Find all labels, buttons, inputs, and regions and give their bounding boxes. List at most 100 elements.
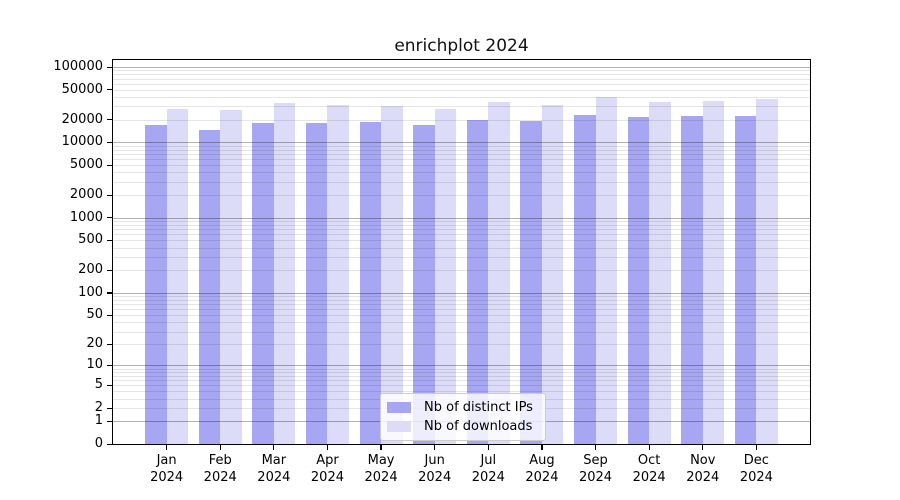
y-gridline-minor	[113, 391, 810, 393]
y-gridline-minor	[113, 229, 810, 231]
y-tick-label: 500	[78, 232, 103, 248]
y-gridline-minor	[113, 300, 810, 302]
plot-area	[112, 59, 811, 445]
y-gridline-minor	[113, 240, 810, 242]
y-tick	[107, 269, 112, 272]
legend-label-distinct-ips: Nb of distinct IPs	[424, 400, 533, 415]
bar-distinct-ips	[734, 116, 757, 444]
y-gridline-minor	[113, 385, 810, 387]
bar-distinct-ips	[198, 129, 221, 444]
x-tick-label: Feb 2024	[203, 453, 237, 485]
y-gridline-minor	[113, 304, 810, 306]
x-tick	[219, 445, 221, 450]
y-gridline-minor	[113, 78, 810, 80]
y-tick	[107, 384, 112, 387]
y-gridline-minor	[113, 181, 810, 183]
y-tick	[107, 407, 112, 409]
x-tick	[648, 445, 650, 450]
y-gridline-minor	[113, 70, 810, 72]
y-tick-label: 20000	[61, 111, 103, 127]
x-tick	[594, 445, 597, 450]
y-tick	[107, 194, 112, 196]
x-tick-label: Apr 2024	[310, 453, 344, 485]
x-tick	[541, 445, 543, 450]
bar-distinct-ips	[466, 119, 489, 444]
bar-distinct-ips	[306, 123, 328, 444]
x-tick-label: Jul 2024	[471, 453, 505, 485]
bar-downloads	[327, 104, 349, 444]
y-gridline-minor	[113, 89, 810, 91]
y-tick-label: 1000	[69, 209, 103, 225]
x-tick-label: Jun 2024	[418, 453, 452, 485]
chart-title: enrichplot 2024	[394, 36, 529, 56]
y-tick-label: 2	[94, 400, 103, 416]
legend-swatch-distinct-ips	[387, 402, 411, 413]
y-tick-label: 2000	[69, 187, 103, 203]
x-tick-label: Aug 2024	[525, 453, 559, 485]
y-gridline-minor	[113, 106, 810, 108]
bar-distinct-ips	[520, 121, 542, 444]
bar-downloads	[541, 104, 564, 444]
x-tick	[434, 445, 436, 450]
y-gridline-minor	[113, 145, 810, 147]
y-gridline-minor	[113, 322, 810, 324]
y-tick	[107, 364, 112, 367]
bar-downloads	[381, 105, 403, 444]
bar-downloads	[649, 102, 671, 444]
bar-downloads	[434, 109, 457, 444]
y-tick-label: 20	[86, 336, 103, 352]
bar-distinct-ips	[627, 117, 650, 444]
bar-downloads	[756, 99, 778, 444]
legend: Nb of distinct IPs Nb of downloads	[380, 393, 546, 441]
bar-downloads	[595, 97, 617, 444]
y-tick-label: 5	[94, 377, 103, 393]
x-tick	[380, 445, 382, 450]
bar-distinct-ips	[145, 125, 167, 444]
y-gridline-major	[113, 142, 810, 144]
y-tick-label: 1	[94, 413, 103, 429]
y-gridline-minor	[113, 368, 810, 370]
bar-distinct-ips	[413, 125, 435, 444]
y-tick-label: 100	[78, 284, 103, 300]
x-tick	[273, 445, 275, 450]
y-tick	[107, 314, 112, 316]
y-tick	[107, 343, 112, 345]
y-gridline-minor	[113, 154, 810, 156]
y-gridline-major	[113, 292, 810, 294]
bar-downloads	[220, 110, 242, 444]
x-tick-label: Sep 2024	[578, 453, 613, 485]
legend-item-distinct-ips: Nb of distinct IPs	[387, 398, 533, 417]
y-gridline-minor	[113, 149, 810, 151]
y-gridline-minor	[113, 83, 810, 85]
y-gridline-major	[113, 365, 810, 367]
y-tick	[107, 119, 112, 121]
y-tick	[107, 292, 112, 294]
x-tick-label: Mar 2024	[257, 453, 291, 485]
y-gridline-minor	[113, 257, 810, 259]
y-tick-label: 10000	[61, 134, 103, 150]
y-gridline-minor	[113, 315, 810, 317]
y-gridline-minor	[113, 225, 810, 227]
y-gridline-minor	[113, 331, 810, 333]
y-tick-label: 100000	[53, 59, 103, 75]
bar-distinct-ips	[252, 123, 274, 444]
y-gridline-minor	[113, 159, 810, 161]
x-tick-label: May 2024	[364, 453, 398, 485]
y-tick	[107, 164, 112, 166]
y-gridline-minor	[113, 221, 810, 223]
x-tick-label: Jan 2024	[150, 453, 184, 485]
bar-distinct-ips	[359, 122, 382, 444]
bar-downloads	[273, 103, 296, 444]
y-tick	[107, 141, 112, 144]
x-tick-label: Nov 2024	[686, 453, 720, 485]
y-tick-label: 10	[86, 357, 103, 373]
y-tick	[107, 443, 112, 445]
x-tick-label: Dec 2024	[739, 453, 773, 485]
y-gridline-minor	[113, 375, 810, 377]
y-gridline-minor	[113, 247, 810, 249]
legend-item-downloads: Nb of downloads	[387, 417, 533, 436]
y-gridline-minor	[113, 119, 810, 121]
y-gridline-minor	[113, 234, 810, 236]
bar-downloads	[166, 108, 189, 444]
x-tick	[755, 445, 757, 450]
